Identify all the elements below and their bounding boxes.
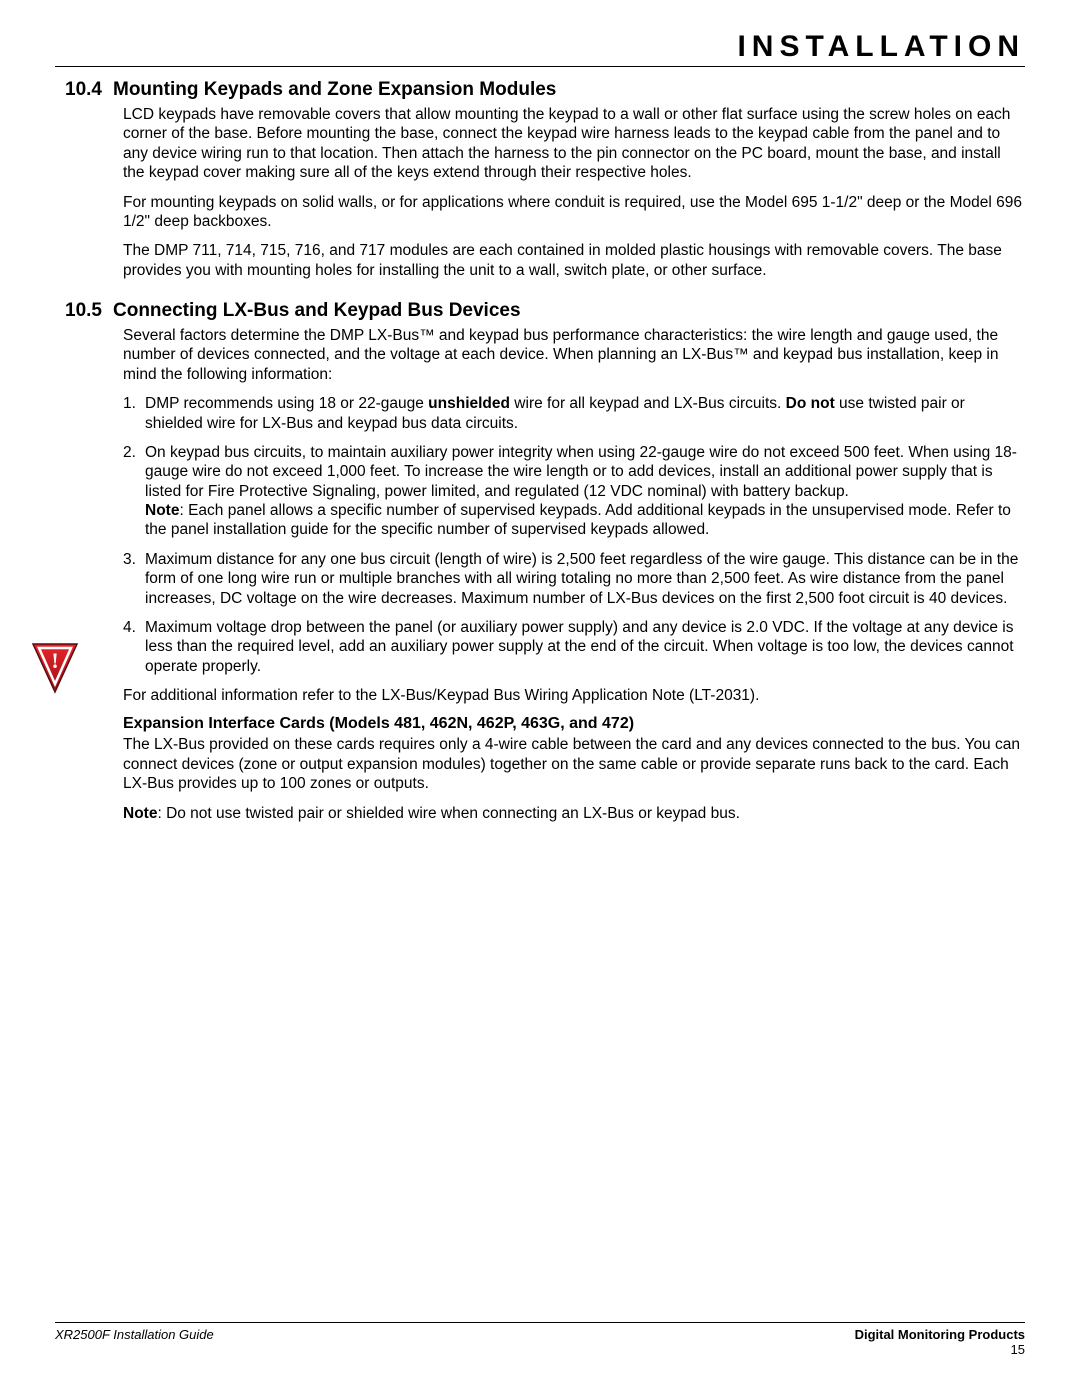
paragraph: The DMP 711, 714, 715, 716, and 717 modu…	[123, 241, 1025, 280]
note-text: : Do not use twisted pair or shielded wi…	[157, 805, 739, 822]
bold-text: Do not	[786, 395, 835, 412]
section-title: Mounting Keypads and Zone Expansion Modu…	[113, 79, 556, 101]
section-number: 10.4	[55, 79, 113, 101]
list-number: 2.	[123, 443, 145, 540]
section-heading: 10.5 Connecting LX-Bus and Keypad Bus De…	[55, 300, 1025, 322]
text: wire for all keypad and LX-Bus circuits.	[510, 395, 786, 412]
list-item: 4. Maximum voltage drop between the pane…	[123, 618, 1025, 676]
paragraph: The LX-Bus provided on these cards requi…	[123, 735, 1025, 793]
page-number: 15	[855, 1342, 1025, 1357]
list-number: 4.	[123, 618, 145, 676]
list-item: 2. On keypad bus circuits, to maintain a…	[123, 443, 1025, 540]
list-text: Maximum distance for any one bus circuit…	[145, 550, 1025, 608]
paragraph: LCD keypads have removable covers that a…	[123, 105, 1025, 183]
paragraph: Note: Do not use twisted pair or shielde…	[123, 804, 1025, 823]
paragraph: Several factors determine the DMP LX-Bus…	[123, 326, 1025, 384]
list-text: Maximum voltage drop between the panel (…	[145, 618, 1025, 676]
page-footer: XR2500F Installation Guide Digital Monit…	[55, 1322, 1025, 1357]
section-number: 10.5	[55, 300, 113, 322]
footer-company: Digital Monitoring Products	[855, 1327, 1025, 1342]
paragraph: For additional information refer to the …	[123, 686, 1025, 705]
section-heading: 10.4 Mounting Keypads and Zone Expansion…	[55, 79, 1025, 101]
note-label: Note	[145, 502, 179, 519]
footer-right: Digital Monitoring Products 15	[855, 1327, 1025, 1357]
text: On keypad bus circuits, to maintain auxi…	[145, 444, 1017, 500]
list-number: 1.	[123, 394, 145, 433]
list-number: 3.	[123, 550, 145, 608]
paragraph: For mounting keypads on solid walls, or …	[123, 193, 1025, 232]
svg-text:!: !	[51, 648, 58, 673]
note-text: : Each panel allows a specific number of…	[145, 502, 1011, 538]
page-header: INSTALLATION	[55, 30, 1025, 67]
section-10-4: 10.4 Mounting Keypads and Zone Expansion…	[55, 79, 1025, 280]
bold-text: unshielded	[428, 395, 510, 412]
warning-icon: !	[30, 638, 80, 699]
list-text: DMP recommends using 18 or 22-gauge unsh…	[145, 394, 1025, 433]
footer-doc-title: XR2500F Installation Guide	[55, 1327, 214, 1357]
list-item: 3. Maximum distance for any one bus circ…	[123, 550, 1025, 608]
note-label: Note	[123, 805, 157, 822]
text: DMP recommends using 18 or 22-gauge	[145, 395, 428, 412]
list-item: 1. DMP recommends using 18 or 22-gauge u…	[123, 394, 1025, 433]
section-title: Connecting LX-Bus and Keypad Bus Devices	[113, 300, 521, 322]
subheading: Expansion Interface Cards (Models 481, 4…	[123, 715, 1025, 733]
section-10-5: 10.5 Connecting LX-Bus and Keypad Bus De…	[55, 300, 1025, 823]
list-text: On keypad bus circuits, to maintain auxi…	[145, 443, 1025, 540]
